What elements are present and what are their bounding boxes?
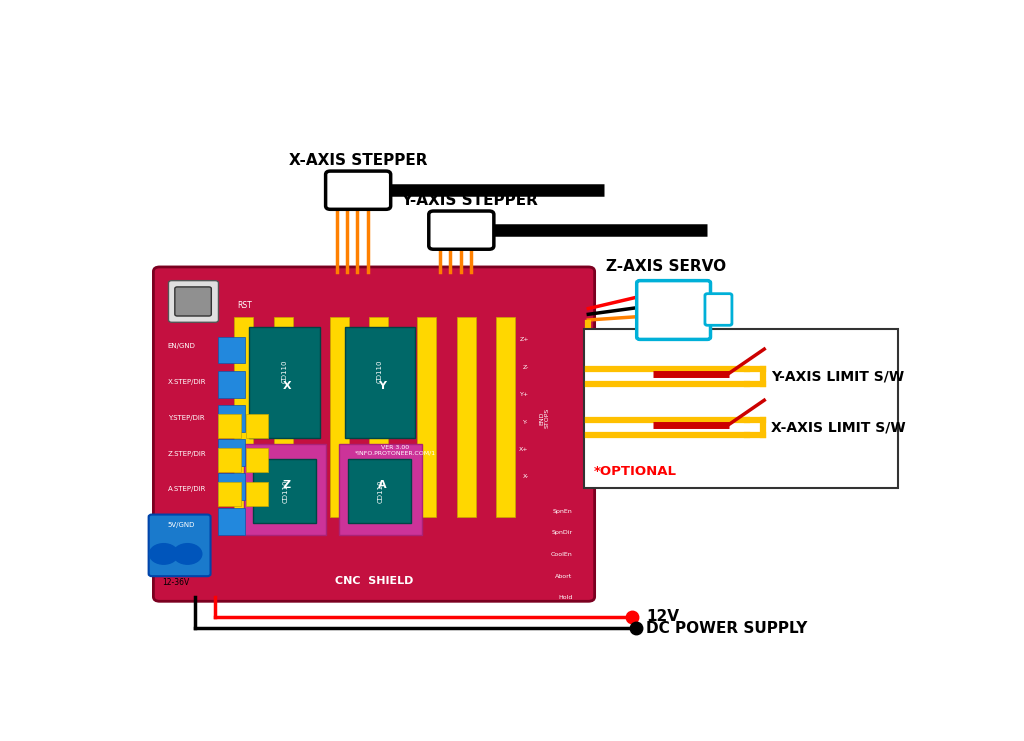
FancyBboxPatch shape [169,281,218,322]
Text: Abort: Abort [555,574,572,579]
Text: Z: Z [283,480,291,491]
FancyBboxPatch shape [218,405,246,432]
Text: X-AXIS LIMIT S/W: X-AXIS LIMIT S/W [771,421,906,435]
Text: DC POWER SUPPLY: DC POWER SUPPLY [646,621,808,636]
Text: Y-AXIS STEPPER: Y-AXIS STEPPER [400,193,538,207]
FancyBboxPatch shape [218,448,241,472]
FancyBboxPatch shape [330,316,348,517]
Text: Y.STEP/DIR: Y.STEP/DIR [168,414,205,421]
FancyBboxPatch shape [246,482,268,506]
FancyBboxPatch shape [339,445,422,535]
Text: Z-AXIS SERVO: Z-AXIS SERVO [605,259,726,274]
FancyBboxPatch shape [417,316,436,517]
FancyBboxPatch shape [429,211,494,249]
FancyBboxPatch shape [148,514,211,576]
Text: A.STEP/DIR: A.STEP/DIR [168,486,206,493]
Text: X-AXIS STEPPER: X-AXIS STEPPER [289,153,427,167]
Text: Resume: Resume [547,617,572,622]
FancyBboxPatch shape [274,316,293,517]
Text: Y-: Y- [523,419,528,425]
Text: CNC  SHIELD: CNC SHIELD [335,576,414,586]
Text: X-: X- [522,474,528,479]
Text: Y: Y [378,381,386,391]
Text: CD110: CD110 [282,359,288,383]
FancyBboxPatch shape [218,508,246,534]
FancyBboxPatch shape [234,316,253,517]
Text: CD110: CD110 [378,479,383,503]
Text: EN/GND: EN/GND [168,342,196,349]
FancyBboxPatch shape [326,171,391,209]
Text: X: X [283,381,291,391]
FancyBboxPatch shape [218,336,246,363]
Text: 5V/GND: 5V/GND [168,522,195,528]
Text: A: A [378,480,386,491]
Text: Z-: Z- [522,365,528,370]
Text: CD110: CD110 [283,479,288,503]
FancyBboxPatch shape [218,439,246,466]
FancyBboxPatch shape [218,482,241,506]
FancyBboxPatch shape [370,316,388,517]
Text: Z+: Z+ [519,337,528,342]
FancyBboxPatch shape [244,445,327,535]
FancyBboxPatch shape [348,459,412,523]
FancyBboxPatch shape [497,316,515,517]
Text: SpnDir: SpnDir [551,531,572,535]
Text: X+: X+ [519,447,528,452]
FancyBboxPatch shape [218,370,246,398]
Text: 12-36V: 12-36V [162,578,189,587]
Text: RST: RST [238,302,252,310]
Text: END
STOPS: END STOPS [540,408,550,428]
FancyBboxPatch shape [637,281,711,339]
Bar [585,328,898,488]
Text: 12V: 12V [646,609,679,624]
Text: SpnEn: SpnEn [553,508,572,514]
Text: CoolEn: CoolEn [551,552,572,557]
FancyBboxPatch shape [154,267,595,601]
Circle shape [150,544,178,564]
FancyBboxPatch shape [218,413,241,437]
Text: VER 3.00
*INFO.PROTONEER.COM/1: VER 3.00 *INFO.PROTONEER.COM/1 [355,445,436,456]
Text: Z.STEP/DIR: Z.STEP/DIR [168,451,206,456]
FancyBboxPatch shape [218,473,246,500]
Text: E-STOP: E-STOP [550,639,572,644]
Text: Y-AXIS LIMIT S/W: Y-AXIS LIMIT S/W [771,370,904,384]
FancyBboxPatch shape [175,287,211,316]
FancyBboxPatch shape [246,448,268,472]
FancyBboxPatch shape [250,328,321,438]
FancyBboxPatch shape [705,293,732,325]
Text: *OPTIONAL: *OPTIONAL [594,465,677,478]
FancyBboxPatch shape [457,316,475,517]
FancyBboxPatch shape [246,413,268,437]
FancyBboxPatch shape [345,328,416,438]
Text: Y+: Y+ [519,392,528,397]
Text: CD110: CD110 [377,359,383,383]
Circle shape [173,544,202,564]
Text: Hold: Hold [558,595,572,600]
FancyBboxPatch shape [253,459,316,523]
Text: X.STEP/DIR: X.STEP/DIR [168,379,206,385]
